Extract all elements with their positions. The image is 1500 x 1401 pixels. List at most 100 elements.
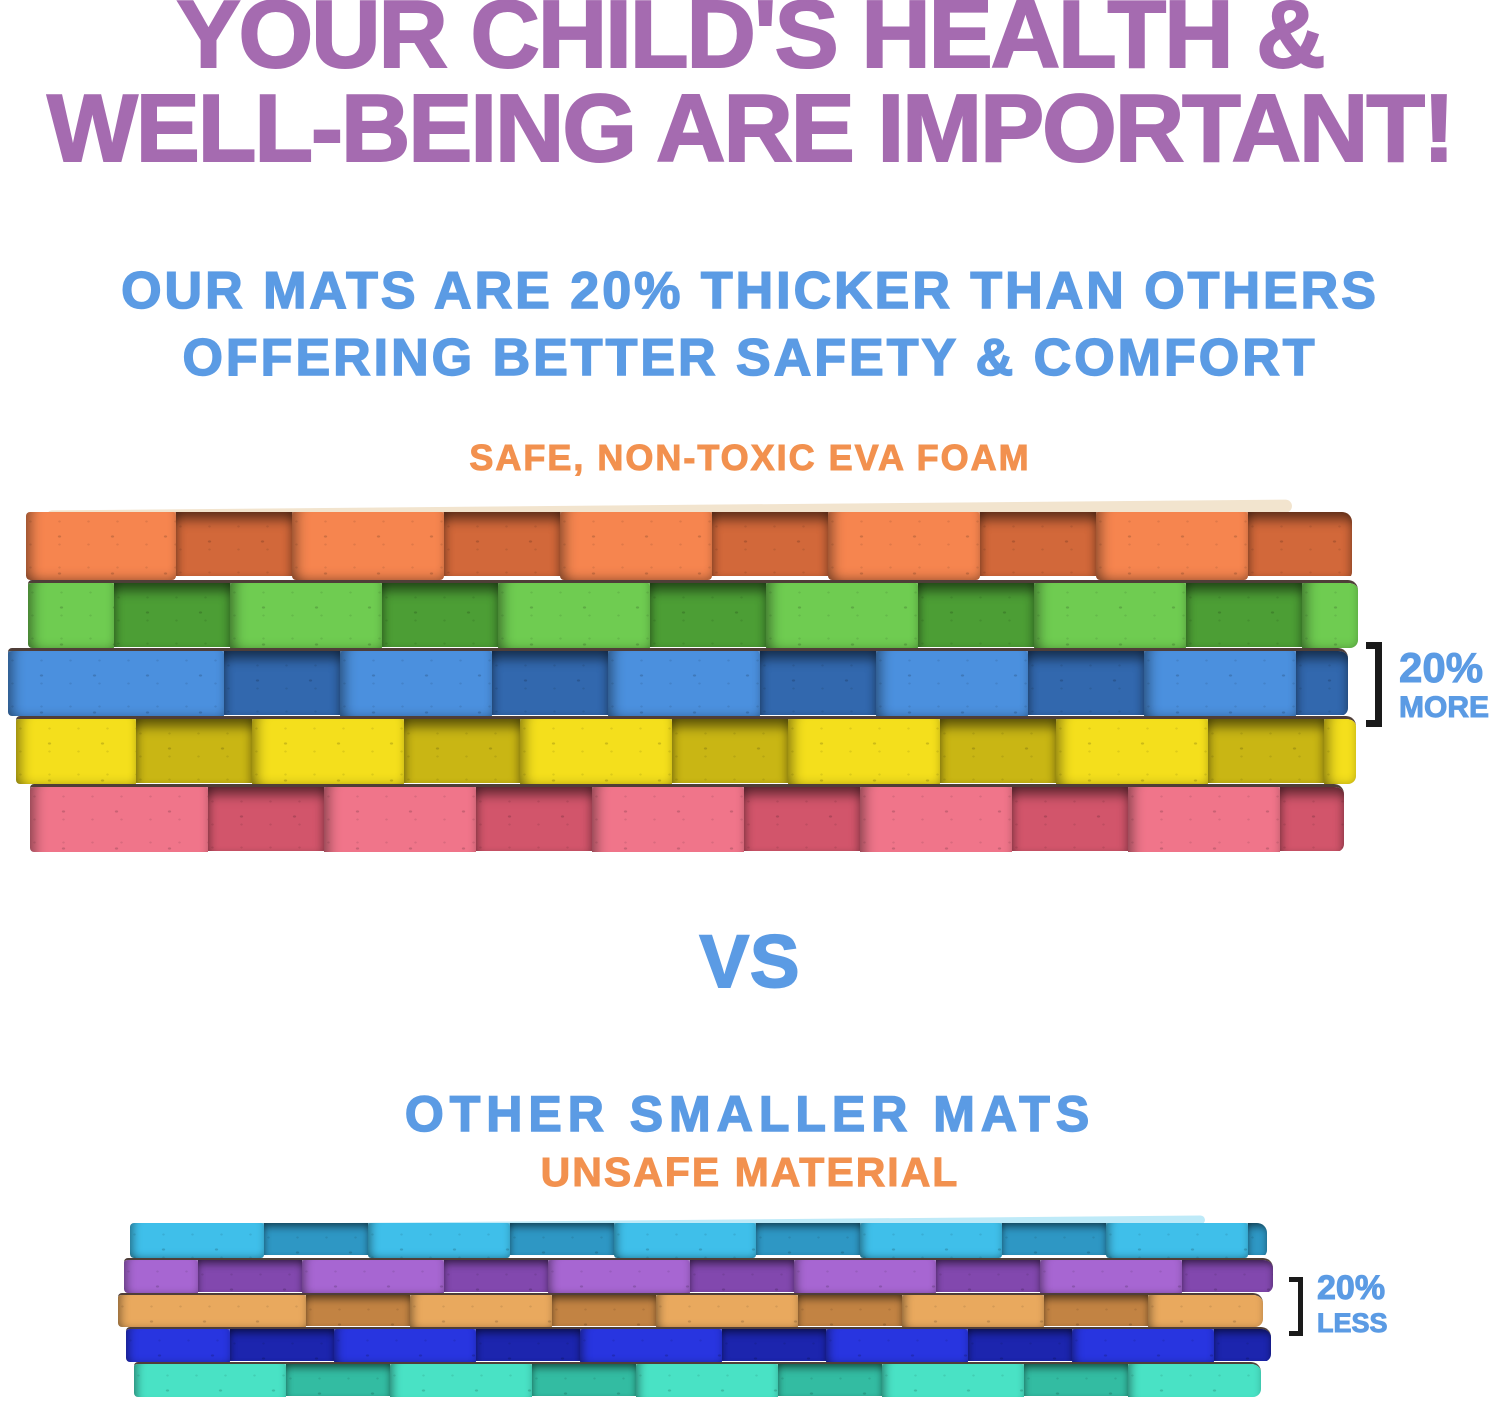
thin-mats-stack-photo	[118, 1215, 1275, 1397]
mat-segment	[136, 719, 252, 783]
mat-segment	[1248, 512, 1352, 576]
mat-segment	[876, 651, 1028, 716]
mat-segment	[198, 1259, 302, 1292]
mat-segment	[1024, 1364, 1128, 1396]
mat-segment	[690, 1259, 794, 1292]
mat-segment	[614, 1223, 756, 1258]
mat-layer-purple	[124, 1257, 1273, 1293]
mat-segment	[382, 583, 498, 647]
mat-segment	[130, 1223, 264, 1258]
mat-segment	[1296, 651, 1348, 715]
mat-segment	[902, 1294, 1044, 1328]
mat-segment	[794, 1259, 936, 1293]
more-annotation-percent: 20%	[1399, 644, 1484, 691]
mat-segment	[788, 719, 940, 784]
mat-segment	[230, 583, 382, 648]
mat-segment	[1012, 787, 1128, 851]
mat-segment	[760, 651, 876, 715]
mat-segment	[1148, 1294, 1263, 1328]
mat-segment	[302, 1259, 444, 1293]
mat-segment	[826, 1329, 968, 1363]
mat-segment	[778, 1364, 882, 1396]
vs-label: VS	[699, 920, 801, 1003]
subheading-line2: OFFERING BETTER SAFETY & COMFORT	[182, 328, 1318, 388]
mat-layer-navy	[126, 1327, 1271, 1363]
mat-segment	[756, 1223, 860, 1255]
mat-segment	[918, 583, 1034, 647]
mat-layer-orange	[26, 512, 1352, 580]
mat-segment	[498, 583, 650, 648]
mat-segment	[410, 1294, 552, 1328]
mat-segment	[510, 1223, 614, 1255]
mat-segment	[968, 1329, 1072, 1362]
subheading: OUR MATS ARE 20% THICKER THAN OTHERS OFF…	[0, 258, 1500, 392]
mat-segment	[580, 1329, 722, 1363]
mat-segment	[208, 787, 324, 851]
mat-segment	[1248, 1223, 1267, 1255]
unsafe-material-label: UNSAFE MATERIAL	[540, 1149, 960, 1196]
mat-segment	[492, 651, 608, 715]
mat-segment	[230, 1329, 334, 1362]
mat-layer-yellow	[16, 716, 1356, 784]
mat-segment	[1128, 787, 1280, 852]
mat-layer-blue	[8, 648, 1348, 716]
mat-layer-teal	[134, 1362, 1261, 1397]
mat-segment	[722, 1329, 826, 1362]
more-annotation: 20% MORE	[1399, 644, 1490, 724]
mat-segment	[126, 1329, 230, 1363]
mat-segment	[766, 583, 918, 648]
mat-segment	[1040, 1259, 1182, 1293]
mat-segment	[224, 651, 340, 715]
mat-segment	[712, 512, 828, 576]
mat-layer-skyblue	[130, 1223, 1267, 1258]
mat-segment	[114, 583, 230, 647]
mat-layer-green	[28, 580, 1358, 648]
mat-segment	[28, 583, 114, 648]
mat-segment	[1302, 583, 1358, 648]
mat-segment	[324, 787, 476, 852]
mat-segment	[560, 512, 712, 580]
mat-segment	[1324, 719, 1356, 784]
more-bracket	[1366, 642, 1382, 727]
mat-segment	[1028, 651, 1144, 715]
more-annotation-word: MORE	[1399, 691, 1490, 724]
mat-segment	[1128, 1364, 1261, 1397]
mat-segment	[636, 1364, 778, 1397]
mat-segment	[1208, 719, 1324, 783]
mat-segment	[1280, 787, 1344, 851]
mat-segment	[476, 1329, 580, 1362]
mat-segment	[1106, 1223, 1248, 1258]
mat-segment	[552, 1294, 656, 1327]
main-heading-line2: WELL-BEING ARE IMPORTANT!	[46, 75, 1456, 182]
mat-segment	[592, 787, 744, 852]
mat-segment	[368, 1223, 510, 1258]
mat-segment	[936, 1259, 1040, 1292]
less-annotation-percent: 20%	[1317, 1269, 1386, 1307]
mat-segment	[118, 1294, 306, 1328]
mat-segment	[744, 787, 860, 851]
mat-segment	[476, 787, 592, 851]
mat-segment	[672, 719, 788, 783]
mat-segment	[1056, 719, 1208, 784]
mat-segment	[798, 1294, 902, 1327]
less-annotation: 20% LESS	[1317, 1269, 1389, 1338]
mat-segment	[532, 1364, 636, 1396]
mat-segment	[176, 512, 292, 576]
mat-segment	[252, 719, 404, 784]
mat-segment	[340, 651, 492, 716]
thick-mats-stack-photo	[6, 499, 1362, 852]
mat-segment	[548, 1259, 690, 1293]
mat-segment	[608, 651, 760, 716]
mat-segment	[26, 512, 176, 580]
mat-segment	[134, 1364, 286, 1397]
mat-segment	[292, 512, 444, 580]
mat-segment	[444, 512, 560, 576]
mat-segment	[30, 787, 208, 852]
mat-segment	[656, 1294, 798, 1328]
mat-segment	[828, 512, 980, 580]
mat-segment	[334, 1329, 476, 1363]
safe-foam-label: SAFE, NON-TOXIC EVA FOAM	[469, 437, 1031, 478]
less-annotation-word: LESS	[1317, 1308, 1389, 1338]
mat-segment	[650, 583, 766, 647]
